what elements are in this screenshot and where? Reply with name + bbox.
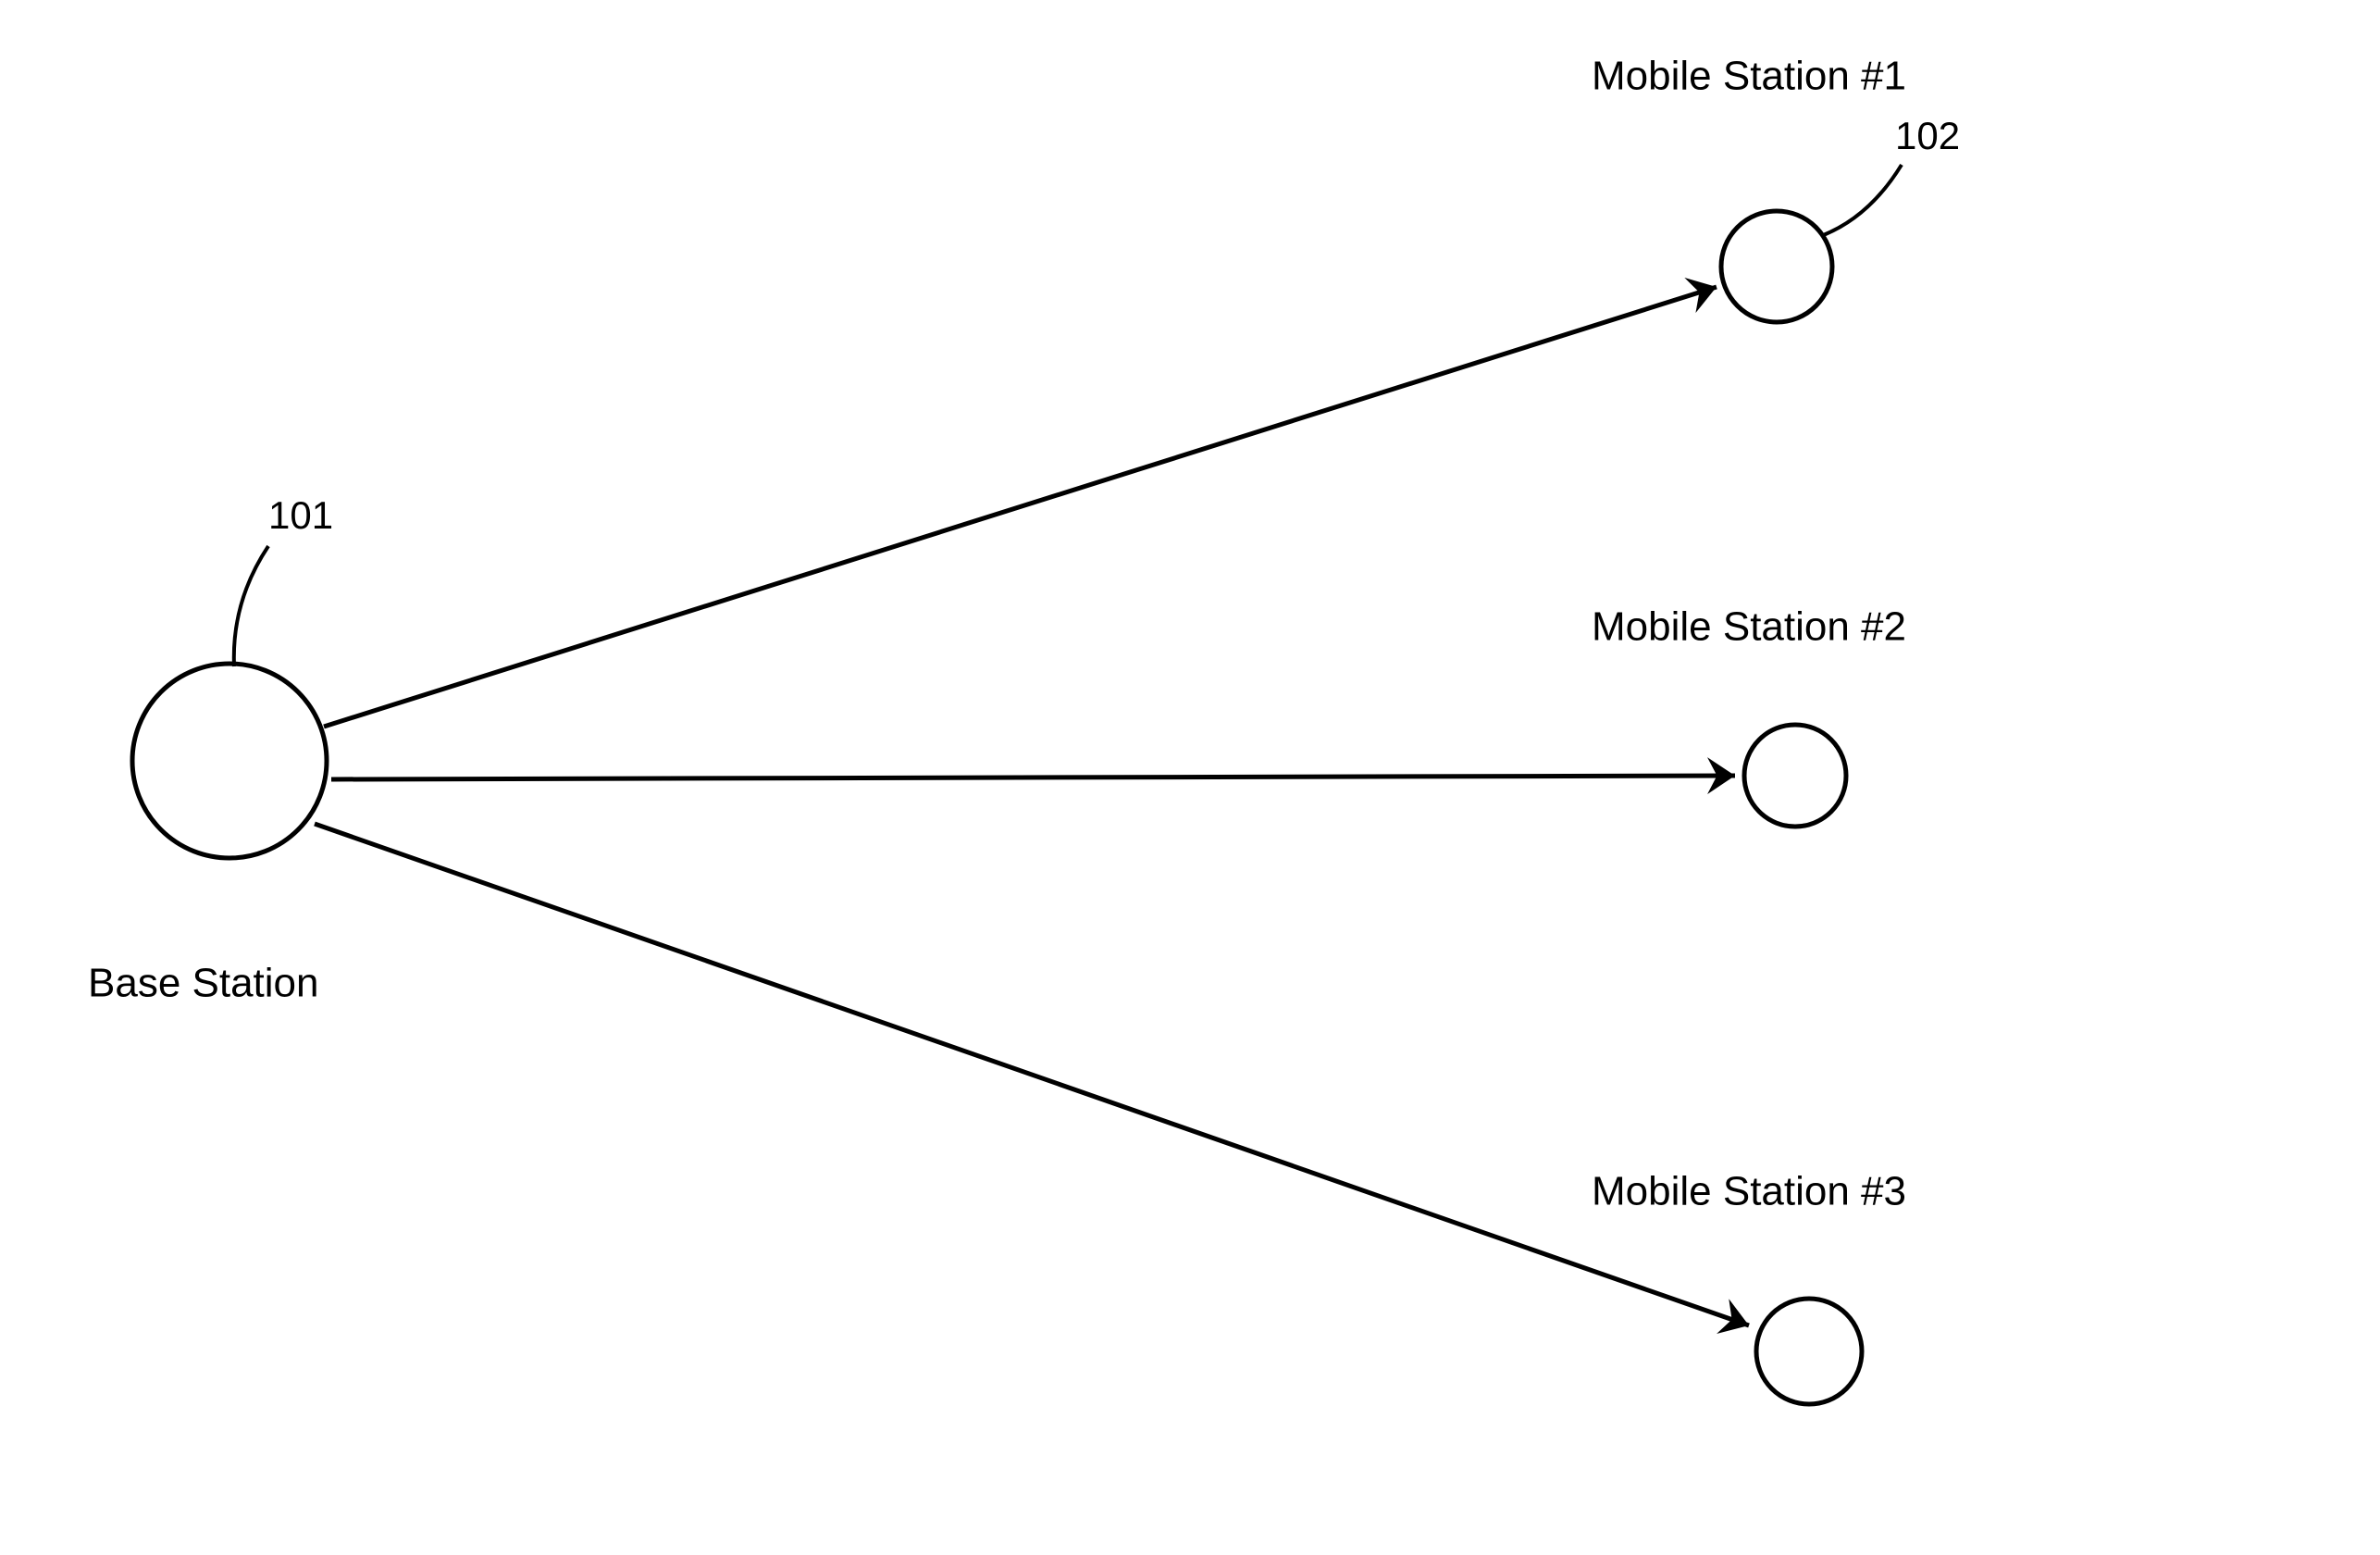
edge-base-to-ms3 [315,824,1749,1325]
label-ms2: Mobile Station #2 [1592,604,1906,650]
edge-base-to-ms2 [331,776,1735,779]
node-ms1 [1721,211,1832,322]
label-base: Base Station [88,961,319,1006]
label-ms3: Mobile Station #3 [1592,1169,1906,1214]
node-base [132,664,327,858]
label-ms1: Mobile Station #1 [1592,54,1906,99]
ref-number-base: 101 [268,493,333,537]
ref-leader-ms1 [1821,165,1902,236]
edge-base-to-ms1 [324,287,1717,727]
node-ms3 [1756,1299,1862,1404]
ref-number-ms1: 102 [1895,114,1960,157]
ref-leader-base [234,546,268,666]
node-ms2 [1744,725,1846,827]
network-diagram: Base Station 101 Mobile Station #1 102 Mobil… [0,0,2380,1555]
